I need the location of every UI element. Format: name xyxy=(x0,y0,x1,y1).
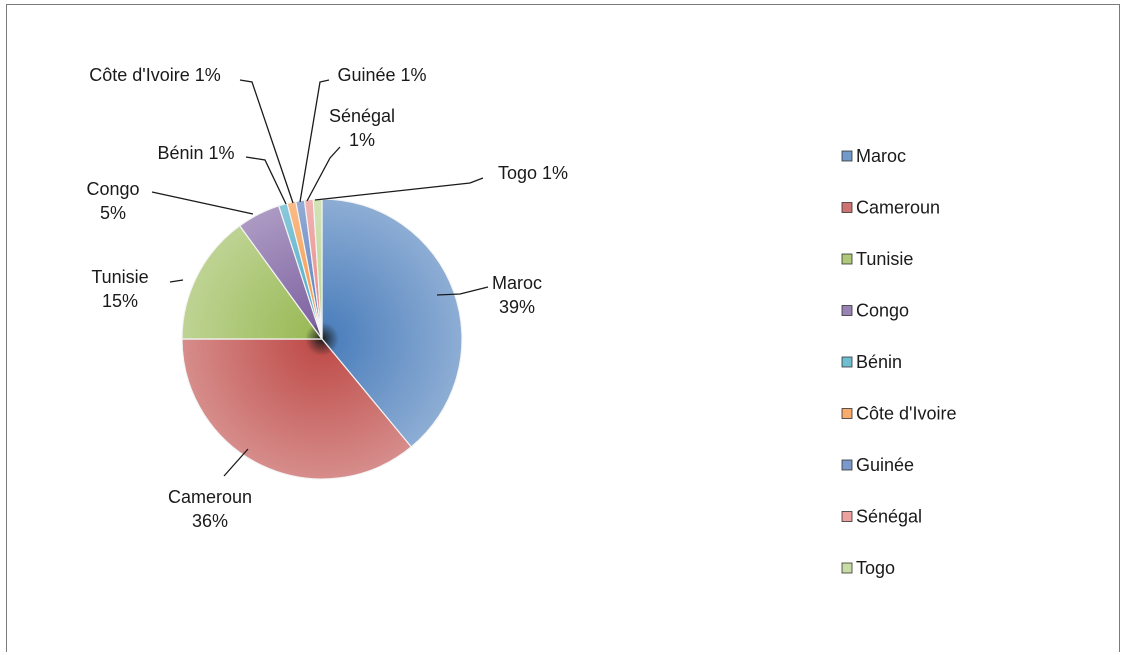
leader-line-congo xyxy=(151,191,254,215)
pie-slice-tunisie xyxy=(181,224,324,340)
chart-frame xyxy=(6,4,1120,652)
legend-swatch-benin xyxy=(841,356,853,368)
legend-label-cote-d-ivoire: Côte d'Ivoire xyxy=(856,404,957,424)
slice-label-cameroun: Cameroun 36% xyxy=(168,487,252,531)
legend-label-congo: Congo xyxy=(856,301,909,321)
leader-line-togo xyxy=(314,177,484,201)
slice-label-senegal: Sénégal 1% xyxy=(329,106,395,150)
legend-label-maroc: Maroc xyxy=(856,146,906,166)
leader-lines xyxy=(151,79,489,477)
legend-swatch-congo xyxy=(841,305,853,316)
slice-label-togo: Togo 1% xyxy=(498,163,568,183)
legend-swatch-maroc xyxy=(841,150,853,162)
legend-swatch-senegal xyxy=(841,511,853,522)
slice-label-guinee: Guinée 1% xyxy=(337,65,426,85)
leader-line-cameroun xyxy=(223,448,249,477)
slice-label-congo: Congo 5% xyxy=(86,179,139,223)
legend-swatch-cote-d-ivoire xyxy=(841,408,853,419)
legend-swatch-tunisie xyxy=(841,253,853,265)
slice-label-benin: Bénin 1% xyxy=(157,143,234,163)
slice-label-maroc: Maroc 39% xyxy=(492,273,542,317)
legend-label-cameroun: Cameroun xyxy=(856,198,940,218)
leader-line-senegal xyxy=(306,146,341,202)
pie-slices xyxy=(181,198,463,480)
leader-line-benin xyxy=(245,156,287,205)
pie-slice-cameroun xyxy=(181,338,413,480)
legend-label-guinee: Guinée xyxy=(856,455,914,475)
legend-swatch-togo xyxy=(841,562,853,574)
slice-label-tunisie: Tunisie 15% xyxy=(91,267,148,311)
legend-swatch-guinee xyxy=(841,459,853,471)
legend-label-tunisie: Tunisie xyxy=(856,249,913,269)
leader-line-guinee xyxy=(299,79,330,203)
legend-label-benin: Bénin xyxy=(856,352,902,372)
leader-line-maroc xyxy=(436,286,489,296)
leader-line-tunisie xyxy=(169,279,184,283)
legend: Maroc Cameroun Tunisie Congo Bénin Côte d'Ivo… xyxy=(841,146,957,578)
legend-label-senegal: Sénégal xyxy=(856,507,922,527)
legend-label-togo: Togo xyxy=(856,558,895,578)
slice-labels: Maroc 39% Cameroun 36% Tunisie 15% Congo 5% Béni… xyxy=(86,65,568,531)
slice-label-cote-d-ivoire: Côte d'Ivoire 1% xyxy=(89,65,221,85)
pie-slice-maroc xyxy=(321,198,463,448)
legend-swatch-cameroun xyxy=(841,202,853,213)
leader-line-cote-d-ivoire xyxy=(239,79,294,204)
